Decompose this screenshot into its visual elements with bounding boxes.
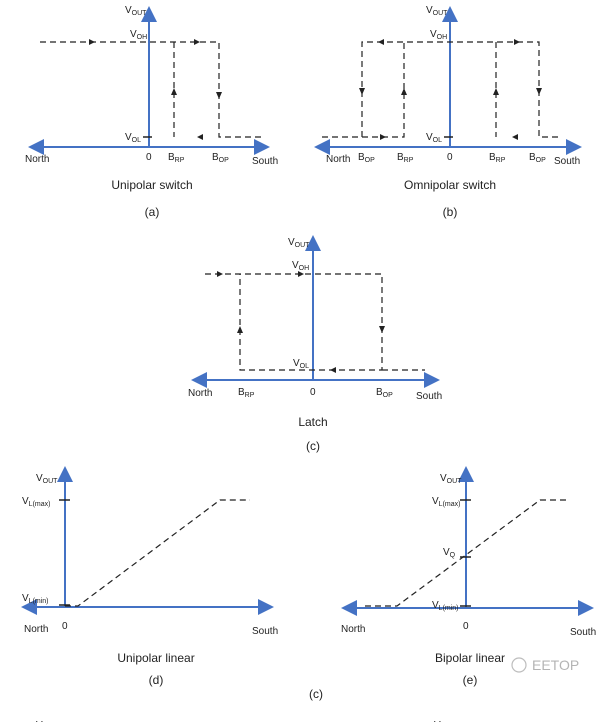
hysteresis-curve	[205, 273, 425, 371]
label: VOUT	[36, 720, 58, 722]
label: Omnipolar switch	[404, 178, 496, 192]
label: North	[188, 388, 212, 399]
vol-label: VOL	[125, 132, 141, 144]
label: (b)	[443, 205, 458, 219]
label: South	[554, 156, 580, 167]
label: South	[252, 626, 278, 637]
hysteresis-curve	[322, 41, 560, 138]
label: (e)	[463, 673, 478, 687]
label: North	[326, 154, 350, 165]
label: 0	[447, 152, 453, 163]
linear-curve	[365, 499, 570, 607]
label: South	[570, 627, 596, 638]
label: North	[24, 624, 48, 635]
label: North	[341, 624, 365, 635]
panel-bipolar-linear: VOUT VL(max) VQ VL(min) North 0 South Bi…	[341, 466, 596, 687]
label: VOL	[426, 132, 442, 144]
label: Latch	[298, 415, 327, 429]
label: BRP	[489, 152, 506, 164]
direction-arrows	[89, 39, 222, 140]
zero-label: 0	[146, 152, 152, 163]
hysteresis-curve	[40, 41, 262, 138]
label: VOUT	[434, 720, 456, 722]
label: VL(min)	[22, 593, 49, 605]
watermark: EETOP	[511, 657, 579, 673]
label: 0	[463, 621, 469, 632]
south-label: South	[252, 156, 278, 167]
label: VOH	[430, 29, 447, 41]
label: VOUT	[288, 237, 310, 249]
panel-latch: VOUT VOH VOL North BRP 0 BOP South Latch…	[188, 235, 442, 453]
label: South	[416, 391, 442, 402]
north-label: North	[25, 154, 49, 165]
label: VOUT	[440, 473, 462, 485]
label: VL(min)	[432, 600, 459, 612]
panel-title: Unipolar switch	[111, 178, 192, 192]
label: 0	[62, 621, 68, 632]
panel-unipolar-linear: VOUT VL(max) VL(min) North 0 South Unipo…	[21, 466, 278, 687]
panel-omnipolar-switch: VOUT VOH VOL North BOP BRP 0 BRP BOP Sou…	[314, 5, 582, 219]
voh-label: VOH	[130, 29, 147, 41]
label: BOP	[358, 152, 375, 164]
label: BOP	[529, 152, 546, 164]
label: VL(max)	[22, 496, 50, 508]
label: 0	[310, 387, 316, 398]
panel-tag: (a)	[145, 205, 160, 219]
stray-tag: (c)	[309, 687, 323, 701]
label: Bipolar linear	[435, 651, 505, 665]
brp-label: BRP	[168, 152, 185, 164]
label: EETOP	[532, 657, 579, 673]
label: VOL	[293, 358, 309, 370]
label: VOUT	[426, 5, 448, 17]
label: VOH	[292, 260, 309, 272]
label: (c)	[306, 439, 320, 453]
label: VQ	[443, 547, 456, 559]
panel-unipolar-switch: VOUT VOH VOL North 0 BRP BOP South Unipo…	[25, 5, 278, 219]
label: BOP	[376, 387, 393, 399]
bop-label: BOP	[212, 152, 229, 164]
label: BRP	[397, 152, 414, 164]
wechat-icon	[511, 657, 527, 673]
label: BRP	[238, 387, 255, 399]
label: Unipolar linear	[117, 651, 194, 665]
label: (d)	[149, 673, 164, 687]
vout-label: VOUT	[125, 5, 147, 17]
linear-curve	[65, 499, 250, 607]
label: VL(max)	[432, 496, 460, 508]
label: VOUT	[36, 473, 58, 485]
